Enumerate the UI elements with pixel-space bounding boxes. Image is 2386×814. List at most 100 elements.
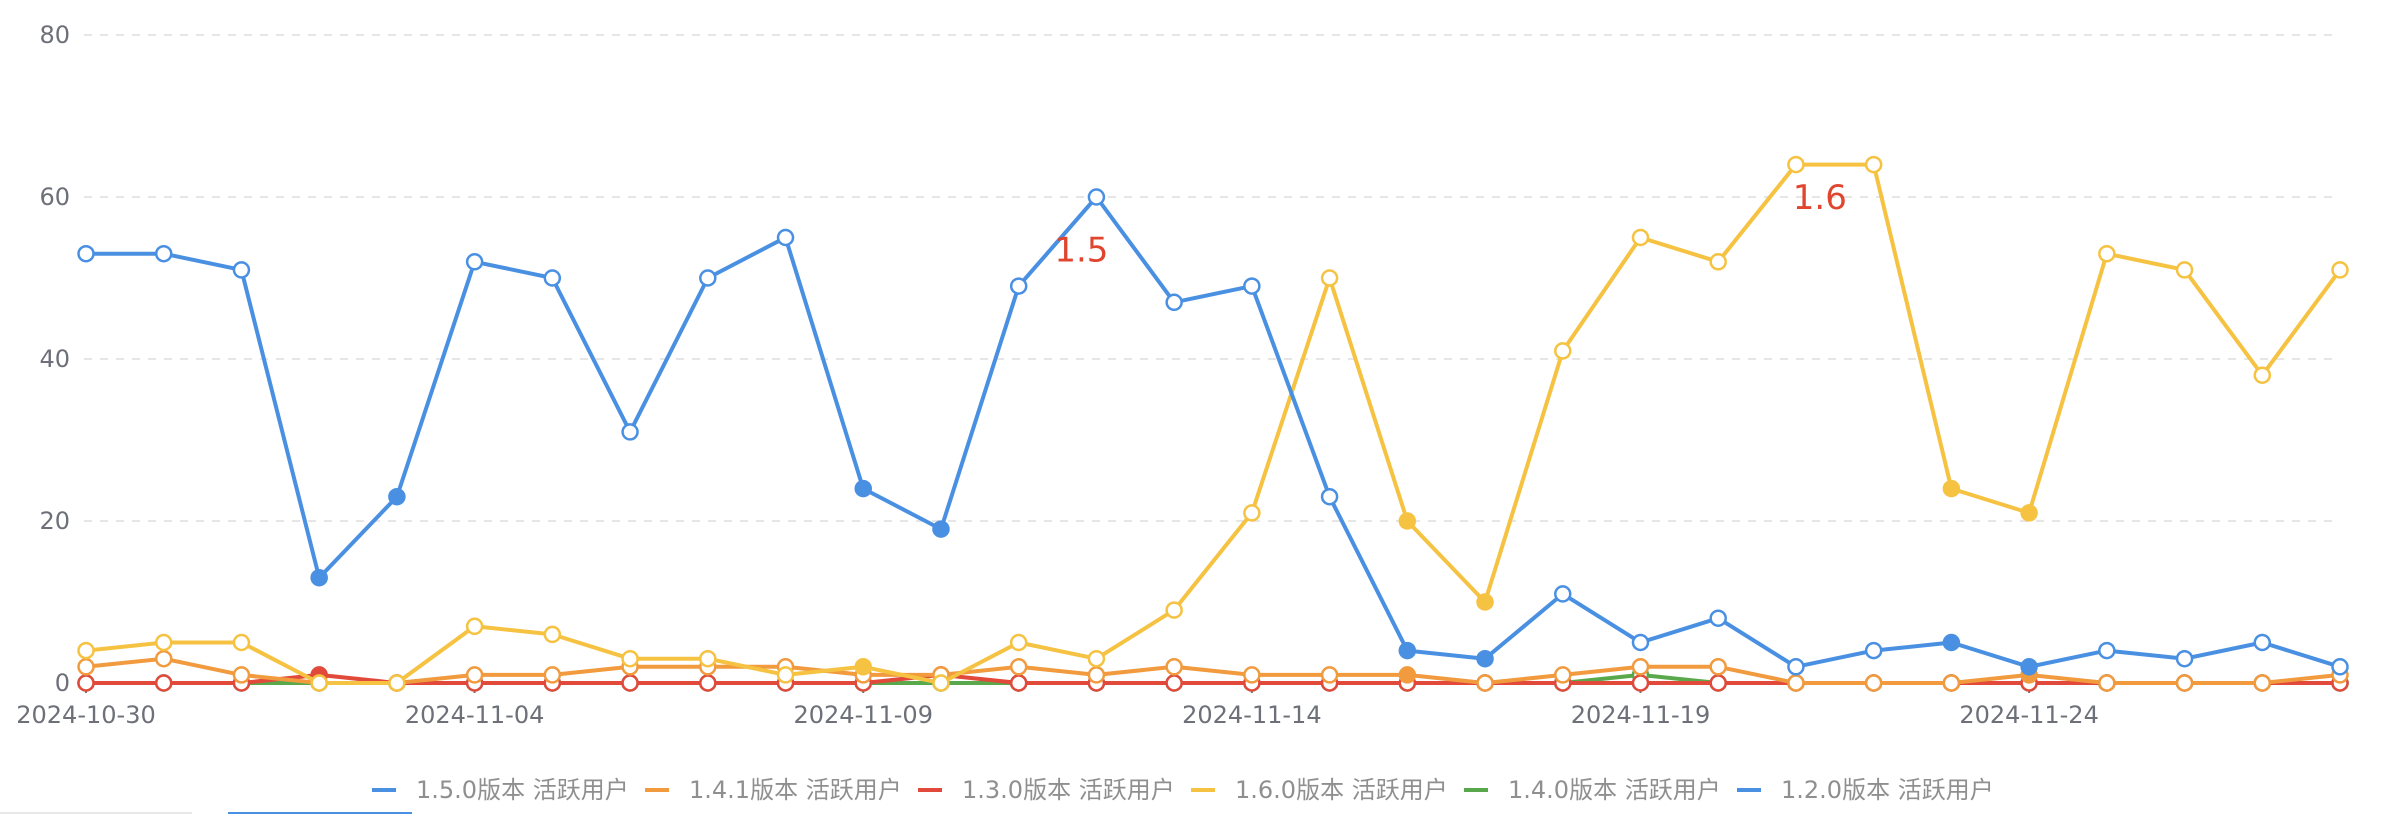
data-point (2098, 674, 2116, 692)
legend-label: 1.3.0版本 活跃用户 (962, 776, 1175, 804)
data-point (1787, 658, 1805, 676)
data-point (1476, 593, 1494, 611)
data-point (1631, 658, 1650, 676)
data-point (1009, 658, 1028, 676)
series-group (77, 155, 2349, 692)
data-point (932, 674, 950, 692)
data-point (1942, 674, 1961, 692)
data-point (232, 261, 251, 279)
data-point (1631, 633, 1650, 652)
data-point (1320, 269, 1339, 287)
data-point (1165, 658, 1183, 676)
data-point (2020, 504, 2038, 522)
annotations: 1.5 1.6 (1054, 178, 1846, 271)
y-tick-label: 80 (39, 21, 70, 49)
data-point (1398, 666, 1417, 684)
y-tick-label: 60 (39, 183, 70, 211)
data-point (1631, 674, 1650, 692)
data-point (854, 479, 872, 498)
data-point (543, 625, 562, 644)
data-point (1787, 155, 1805, 174)
data-point (1087, 188, 1106, 206)
data-point (1320, 487, 1339, 506)
y-tick-label: 0 (55, 669, 70, 697)
scroll-indicator-left (0, 812, 192, 814)
legend-label: 1.5.0版本 活跃用户 (416, 776, 629, 804)
data-point (1476, 649, 1494, 668)
data-point (1787, 674, 1805, 692)
data-point (2098, 641, 2116, 660)
legend-item[interactable]: 1.4.1版本 活跃用户 (645, 776, 902, 804)
x-tick-label: 2024-11-09 (793, 701, 932, 729)
data-point (77, 674, 95, 692)
data-point (388, 487, 406, 506)
data-point (1554, 342, 1572, 360)
data-point (77, 658, 95, 676)
legend-item[interactable]: 1.5.0版本 活跃用户 (372, 776, 629, 804)
legend-label: 1.4.1版本 活跃用户 (689, 776, 902, 804)
annotation-label: 1.5 (1054, 231, 1108, 271)
data-point (2175, 649, 2194, 668)
data-point (2331, 261, 2349, 279)
data-point (1709, 658, 1727, 676)
data-point (776, 228, 795, 247)
data-point (1165, 601, 1183, 619)
series-line (85, 162, 2342, 685)
data-point (1864, 641, 1883, 660)
data-point (232, 633, 251, 652)
data-point (932, 520, 950, 538)
data-point (1631, 228, 1650, 247)
data-point (1243, 504, 1261, 522)
y-axis: 0 20 40 60 80 (39, 21, 70, 697)
legend[interactable]: 1.5.0版本 活跃用户 1.4.1版本 活跃用户 1.3.0版本 活跃用户 1.6.… (372, 776, 1994, 804)
data-point (1087, 666, 1106, 684)
data-point (1709, 609, 1727, 627)
data-point (1864, 674, 1883, 692)
data-point (699, 649, 717, 668)
x-tick-label: 2024-11-04 (405, 701, 544, 729)
data-point (854, 658, 872, 676)
data-point (154, 633, 173, 652)
x-tick-label: 2024-10-30 (16, 701, 155, 729)
y-tick-label: 40 (39, 345, 70, 373)
series-line (85, 656, 2341, 685)
series-1.6.0版本 活跃用户 (77, 155, 2349, 692)
data-point (1320, 666, 1339, 684)
legend-label: 1.6.0版本 活跃用户 (1235, 776, 1448, 804)
y-tick-label: 20 (39, 507, 70, 535)
data-point (1398, 641, 1417, 660)
data-point (2331, 658, 2349, 676)
data-point (77, 244, 95, 263)
legend-item[interactable]: 1.6.0版本 活跃用户 (1191, 776, 1448, 804)
legend-item[interactable]: 1.3.0版本 活跃用户 (918, 776, 1175, 804)
data-point (1709, 253, 1727, 271)
grid-lines (84, 34, 2340, 522)
data-point (1942, 479, 1961, 498)
data-point (2253, 674, 2272, 692)
data-point (699, 269, 717, 287)
x-tick-label: 2024-11-24 (1959, 701, 2098, 729)
data-point (1398, 512, 1417, 530)
legend-label: 1.4.0版本 活跃用户 (1508, 776, 1721, 804)
data-point (2253, 633, 2272, 652)
data-point (2098, 244, 2116, 263)
annotation-label: 1.6 (1793, 178, 1847, 218)
data-point (776, 666, 795, 684)
data-point (2175, 674, 2194, 692)
data-point (1476, 674, 1494, 692)
scroll-indicator-active[interactable] (228, 812, 412, 814)
legend-item[interactable]: 1.4.0版本 活跃用户 (1464, 776, 1721, 804)
series-1.5.0版本 活跃用户 (77, 188, 2349, 676)
data-point (1165, 674, 1183, 692)
data-point (621, 649, 639, 668)
data-point (1009, 277, 1028, 295)
legend-item[interactable]: 1.2.0版本 活跃用户 (1737, 776, 1994, 804)
data-point (465, 617, 484, 636)
data-point (543, 666, 562, 684)
data-point (621, 423, 639, 441)
data-point (232, 666, 251, 684)
data-point (388, 674, 406, 692)
data-point (1087, 649, 1106, 668)
data-point (154, 649, 173, 668)
